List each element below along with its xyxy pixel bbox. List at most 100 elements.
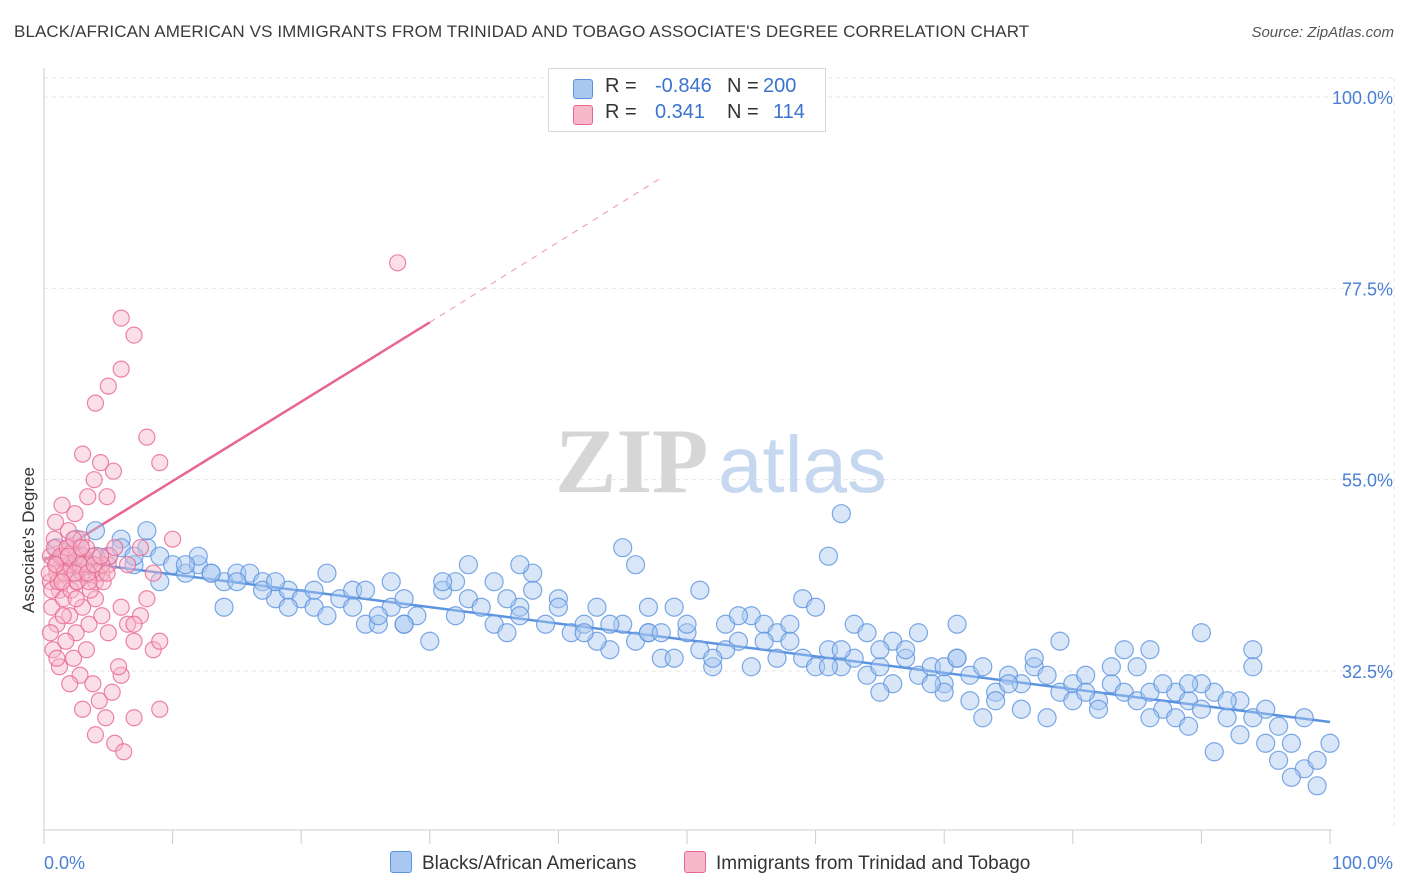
legend-swatch-blacks [573,79,593,99]
point-trinidad [91,454,110,472]
point-blacks [1268,750,1289,770]
point-trinidad [66,564,84,582]
x-tick-label: 100.0% [1332,853,1393,873]
point-blacks [1101,657,1121,677]
y-axis-label: Associate's Degree [19,467,38,613]
point-trinidad [45,539,63,557]
legend-n-value: 200 [763,75,797,97]
point-trinidad [72,539,90,557]
point-blacks [1294,708,1314,728]
point-blacks [574,623,594,643]
point-trinidad [112,309,130,327]
point-blacks [433,572,453,592]
point-blacks [1140,640,1160,660]
point-trinidad [86,590,105,608]
point-trinidad [61,675,79,693]
point-trinidad [48,649,66,667]
point-blacks [741,657,761,677]
point-blacks [510,606,530,626]
point-trinidad [90,692,108,710]
point-blacks [1024,648,1044,668]
point-blacks [355,580,376,600]
point-blacks [175,555,196,575]
point-blacks [1204,742,1224,762]
bottom-legend-swatch-blacks [390,851,412,873]
point-blacks [1076,665,1096,685]
point-trinidad [138,428,156,446]
point-blacks [870,640,890,660]
point-blacks [317,606,337,626]
point-trinidad [77,641,96,659]
point-blacks [1256,733,1276,753]
point-blacks [1191,699,1212,719]
point-blacks [818,546,839,566]
point-trinidad [85,556,103,574]
point-blacks [998,674,1019,694]
x-tick-label: 0.0% [44,853,85,873]
point-trinidad [151,454,169,472]
point-trinidad [115,743,133,761]
point-blacks [1178,716,1199,736]
point-blacks [973,708,993,728]
point-trinidad [77,539,96,557]
bottom-legend-trinidad: Immigrants from Trinidad and Tobago [684,851,1030,875]
point-blacks [600,614,620,634]
point-trinidad [57,632,75,650]
legend: R = -0.846 N = 200 R = 0.341 N = 114 [548,68,826,132]
point-trinidad [59,547,78,565]
legend-row-blacks: R = -0.846 N = 200 [549,75,825,101]
legend-n-label: N = [727,75,759,97]
point-blacks [638,597,659,617]
point-blacks [1140,708,1160,728]
point-blacks [381,572,401,592]
point-blacks [805,597,826,617]
point-trinidad [131,607,150,625]
point-blacks [767,648,787,668]
point-trinidad [98,564,116,582]
point-blacks [484,572,504,592]
point-trinidad [54,607,72,625]
point-blacks [1076,682,1096,702]
point-blacks [214,597,234,617]
point-blacks [1011,699,1031,719]
point-blacks [780,631,800,651]
point-trinidad [151,632,169,650]
point-trinidad [112,360,130,378]
point-blacks [831,640,851,660]
point-blacks [510,555,530,575]
point-trinidad [84,675,102,693]
point-trinidad [41,624,60,642]
trend-line-trinidad [43,321,431,562]
legend-r-label: R = [605,75,637,97]
point-blacks [986,691,1006,711]
point-blacks [780,614,800,634]
watermark-atlas: atlas [718,420,887,509]
point-trinidad [64,649,83,667]
data-points [40,254,1340,796]
point-blacks [613,538,633,558]
point-trinidad [97,709,115,727]
point-trinidad [73,700,92,718]
point-trinidad [80,615,98,633]
point-blacks [664,648,684,668]
y-tick-label: 100.0% [1332,88,1393,108]
point-blacks [445,606,466,626]
point-blacks [870,657,890,677]
point-blacks [1307,750,1327,770]
point-trinidad [99,377,117,395]
point-blacks [947,648,967,668]
point-trinidad [66,505,84,523]
point-trinidad [103,683,121,701]
point-blacks [664,597,684,617]
point-blacks [831,504,851,524]
point-blacks [278,597,298,617]
point-trinidad [144,564,162,582]
point-blacks [1088,699,1109,719]
legend-n-value: 114 [773,101,805,123]
watermark-zip: ZIP [555,410,708,512]
point-trinidad [104,462,123,480]
point-blacks [368,606,388,626]
point-trinidad [389,254,407,272]
point-blacks [690,580,710,600]
point-blacks [818,657,839,677]
